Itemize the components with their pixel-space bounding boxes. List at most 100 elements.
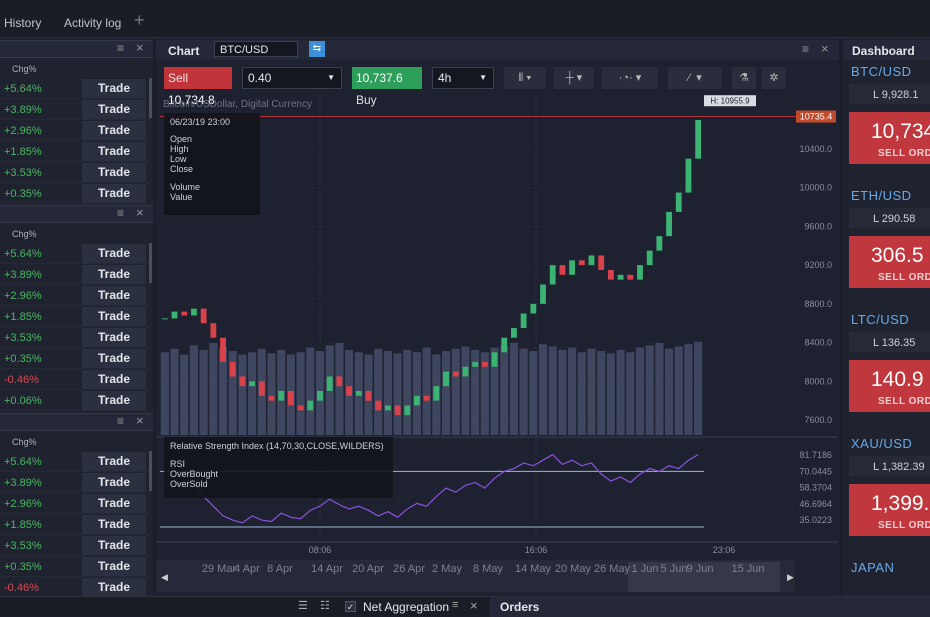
trade-button[interactable]: Trade bbox=[82, 578, 146, 597]
low-price: L 290.58 bbox=[873, 213, 916, 225]
studies-button[interactable]: ⚗ bbox=[732, 67, 756, 89]
navigator-date: 2 May bbox=[432, 563, 462, 575]
menu-icon[interactable]: ≡ bbox=[117, 41, 125, 55]
trade-button[interactable]: Trade bbox=[82, 163, 146, 182]
add-tab-icon[interactable]: + bbox=[134, 10, 145, 30]
dashboard-title: Dashboard bbox=[852, 44, 915, 58]
candle bbox=[268, 395, 275, 401]
trade-button[interactable]: Trade bbox=[82, 307, 146, 326]
close-icon[interactable]: × bbox=[821, 41, 829, 56]
close-icon[interactable]: × bbox=[470, 598, 478, 613]
column-header: Chg% bbox=[12, 64, 37, 74]
sell-order: SELL ORD bbox=[878, 520, 930, 531]
sell-box[interactable] bbox=[849, 236, 930, 288]
watchlist-row bbox=[0, 472, 150, 493]
navigator-date: 8 May bbox=[473, 563, 503, 575]
candle bbox=[685, 158, 692, 193]
navigator-date: 20 May bbox=[555, 563, 592, 575]
link-icon[interactable]: ⇆ bbox=[309, 41, 325, 57]
change: +5.64% bbox=[4, 456, 42, 468]
price-tick-label: 9200.0 bbox=[804, 260, 832, 270]
trade-button[interactable]: Trade bbox=[82, 328, 146, 347]
legend-field: High bbox=[170, 144, 189, 154]
menu-icon[interactable]: ≡ bbox=[117, 206, 125, 220]
rsi-tick-label: 58.3704 bbox=[799, 483, 832, 493]
dashboard-symbol: JAPAN bbox=[851, 560, 895, 575]
close-icon[interactable]: × bbox=[136, 205, 144, 220]
trade-button[interactable]: Trade bbox=[82, 557, 146, 576]
panel-header bbox=[0, 40, 153, 58]
watchlist-row bbox=[0, 451, 150, 472]
tab[interactable]: History bbox=[4, 16, 42, 30]
crosshair-button[interactable]: ┼ ▾ bbox=[554, 67, 594, 89]
trade-button[interactable]: Trade bbox=[82, 265, 146, 284]
sell-box[interactable] bbox=[849, 112, 930, 164]
close-icon[interactable]: × bbox=[136, 40, 144, 55]
time-button[interactable]: ·◔· ▾ bbox=[602, 67, 658, 89]
candle bbox=[598, 255, 605, 270]
buy-button[interactable]: 10,737.6 Buy bbox=[352, 67, 422, 107]
trade-button[interactable]: Trade bbox=[82, 515, 146, 534]
candle bbox=[472, 361, 479, 367]
symbol-input[interactable]: BTC/USD bbox=[214, 41, 298, 57]
rsi-title: Relative Strength Index (14,70,30,CLOSE,… bbox=[170, 441, 384, 451]
sell-button[interactable]: Sell 10,734.8 bbox=[164, 67, 232, 107]
buy-label: Buy bbox=[356, 93, 377, 107]
checkbox[interactable]: ✓ bbox=[345, 601, 356, 612]
volume-bar bbox=[519, 348, 528, 435]
sell-box[interactable] bbox=[849, 360, 930, 412]
rsi-tick-label: 35.0223 bbox=[799, 515, 832, 525]
trade-button[interactable]: Trade bbox=[82, 121, 146, 140]
trade-button[interactable]: Trade bbox=[82, 184, 146, 203]
candle bbox=[336, 376, 343, 387]
trade-button[interactable]: Trade bbox=[82, 349, 146, 368]
menu-icon[interactable]: ≡ bbox=[452, 599, 459, 611]
volume-bar bbox=[694, 341, 703, 435]
menu-icon[interactable]: ≡ bbox=[117, 414, 125, 428]
navigator-date: 9 Jun bbox=[687, 563, 714, 575]
trade-button[interactable]: Trade bbox=[82, 244, 146, 263]
trade-button[interactable]: Trade bbox=[82, 536, 146, 555]
trade-button[interactable]: Trade bbox=[82, 142, 146, 161]
navigator-date: 14 May bbox=[515, 563, 552, 575]
navigator-date: 14 Apr bbox=[311, 563, 343, 575]
icon[interactable]: ☷ bbox=[320, 600, 330, 612]
tab[interactable]: Activity log bbox=[64, 16, 122, 30]
watchlist-row bbox=[0, 78, 150, 99]
sell-price: 10,734.8 bbox=[168, 93, 215, 107]
trade-button[interactable]: Trade bbox=[82, 452, 146, 471]
watchlist-row bbox=[0, 493, 150, 514]
candle bbox=[210, 323, 217, 338]
sell-box[interactable] bbox=[849, 484, 930, 536]
trade-button[interactable]: Trade bbox=[82, 494, 146, 513]
column-header: Chg% bbox=[12, 437, 37, 447]
trade-button[interactable]: Trade bbox=[82, 100, 146, 119]
trade-button[interactable]: Trade bbox=[82, 286, 146, 305]
watchlist-row bbox=[0, 120, 150, 141]
trade-button[interactable]: Trade bbox=[82, 370, 146, 389]
draw-button[interactable]: ⁄ ▾ bbox=[668, 67, 722, 89]
chart-type-button[interactable]: ⫴ ▾ bbox=[504, 67, 546, 89]
interval-select[interactable]: 4h ▼ bbox=[432, 67, 494, 89]
volume-bar bbox=[209, 343, 218, 435]
candle bbox=[559, 265, 566, 275]
volume-bar bbox=[267, 353, 276, 435]
settings-button[interactable]: ✲ bbox=[762, 67, 786, 89]
icon[interactable]: ☰ bbox=[298, 600, 308, 612]
quantity-select[interactable]: 0.40 ▼ bbox=[242, 67, 342, 89]
price-tick-label: 8400.0 bbox=[804, 338, 832, 348]
orders-title[interactable]: Orders bbox=[500, 600, 540, 614]
volume-bar bbox=[383, 351, 392, 435]
volume-bar bbox=[587, 348, 596, 435]
trade-button[interactable]: Trade bbox=[82, 473, 146, 492]
menu-icon[interactable]: ≡ bbox=[802, 42, 810, 56]
sell-price: 1,399.1 bbox=[871, 492, 930, 515]
panel-header bbox=[0, 413, 153, 431]
trade-button[interactable]: Trade bbox=[82, 391, 146, 410]
close-icon[interactable]: × bbox=[136, 413, 144, 428]
rsi-tick-label: 81.7186 bbox=[799, 450, 832, 460]
trade-button[interactable]: Trade bbox=[82, 79, 146, 98]
navigator-date: 8 Apr bbox=[267, 563, 293, 575]
legend-field: Open bbox=[170, 134, 193, 144]
volume-bar bbox=[403, 349, 412, 435]
